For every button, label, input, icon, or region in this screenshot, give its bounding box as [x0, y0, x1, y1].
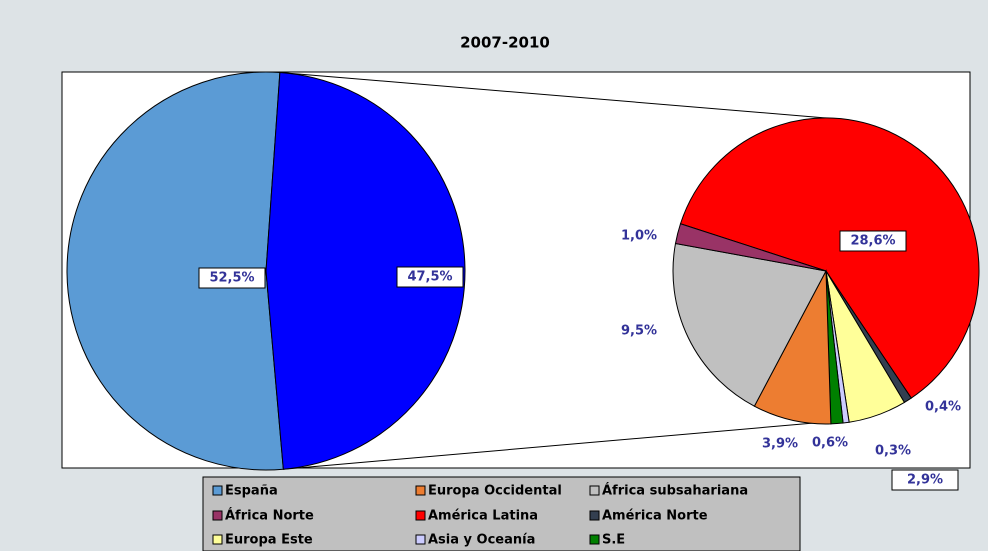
data-label: 3,9%	[762, 437, 798, 452]
chart-title: 2007-2010	[460, 34, 550, 52]
legend-swatch	[415, 534, 426, 545]
connector-line	[279, 71, 827, 119]
pie-slice	[672, 242, 827, 407]
legend-swatch	[415, 510, 426, 521]
connector-line	[283, 422, 815, 470]
legend-label: Europa Occidental	[428, 484, 562, 499]
legend-swatch	[212, 534, 223, 545]
data-label: 47,5%	[407, 270, 452, 285]
data-label: 1,0%	[621, 229, 657, 244]
pie-slice	[674, 223, 827, 272]
label-box	[839, 230, 907, 252]
data-label: 9,5%	[621, 324, 657, 339]
legend-label: África subsahariana	[602, 483, 748, 499]
legend-swatch	[212, 510, 223, 521]
label-box	[891, 469, 959, 491]
label-box	[198, 267, 266, 289]
legend-label: S.E	[602, 533, 625, 548]
data-label: 2,9%	[907, 473, 943, 488]
legend-swatch	[589, 534, 600, 545]
legend-label: América Latina	[428, 509, 538, 524]
legend-label: España	[225, 484, 278, 499]
legend-swatch	[589, 485, 600, 496]
data-label: 0,3%	[875, 444, 911, 459]
legend-label: América Norte	[602, 509, 708, 524]
pie-slice	[679, 117, 980, 399]
legend-label: Europa Este	[225, 533, 313, 548]
legend-swatch	[415, 485, 426, 496]
legend-swatch	[212, 485, 223, 496]
legend-swatch	[589, 510, 600, 521]
pie-slice	[265, 71, 466, 470]
data-label: 28,6%	[850, 234, 895, 249]
pie-slice	[66, 71, 284, 471]
data-label: 0,4%	[925, 400, 961, 415]
legend-label: Asia y Oceanía	[428, 533, 535, 548]
legend-label: África Norte	[225, 508, 314, 524]
data-label: 0,6%	[812, 436, 848, 451]
label-box	[396, 266, 464, 288]
data-label: 52,5%	[209, 271, 254, 286]
legend	[202, 476, 801, 551]
